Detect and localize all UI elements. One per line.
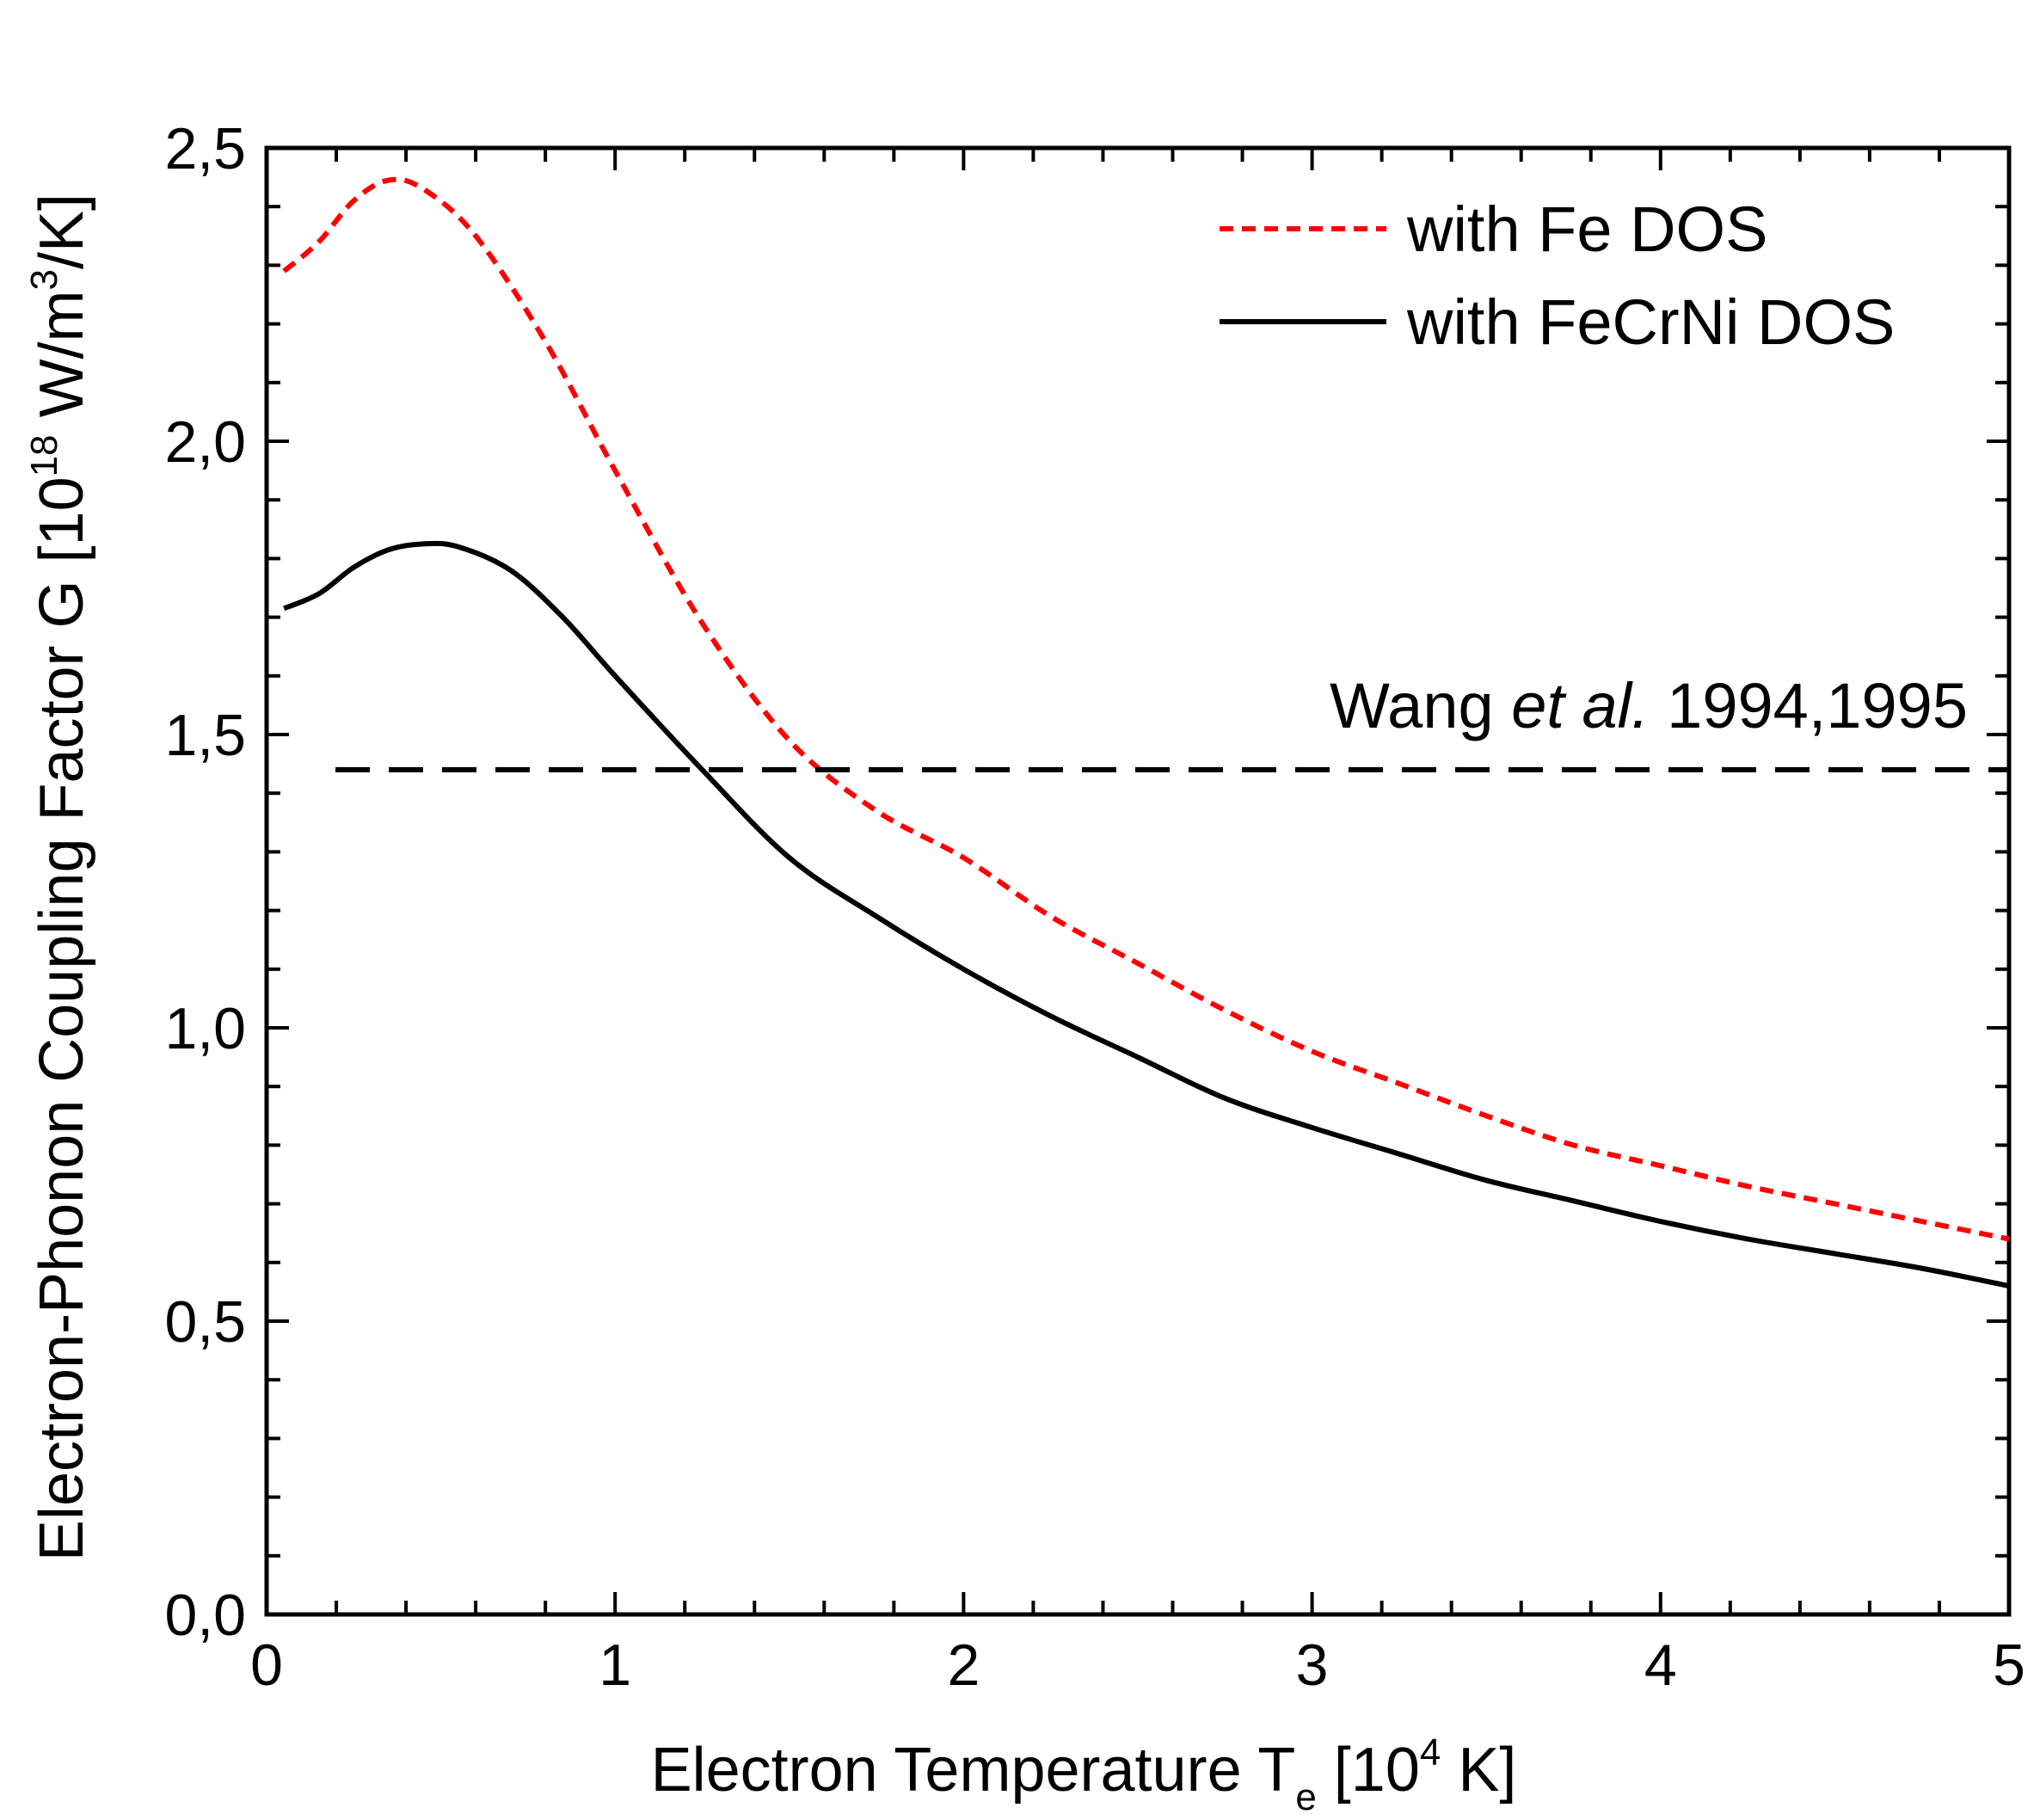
x-tick-label: 2 [947, 1632, 980, 1698]
x-tick-label: 1 [599, 1632, 631, 1698]
y-axis-title: Electron-Phonon Coupling Factor G [1018 … [23, 194, 96, 1561]
y-tick-label: 2,0 [164, 409, 246, 475]
y-tick-label: 2,5 [164, 116, 246, 181]
x-axis-title: Electron Temperature Te [104 K] [651, 1731, 1517, 1818]
legend: with Fe DOS with FeCrNi DOS [1220, 194, 1895, 358]
x-tick-label: 5 [1993, 1632, 2025, 1698]
y-tick-label: 1,0 [164, 996, 246, 1061]
reference-annotation: Wang et al. 1994,1995 [1330, 670, 1968, 741]
legend-label-fe-dos: with Fe DOS [1406, 194, 1767, 265]
tick-labels: 0 1 2 3 4 5 0,0 0,5 1,0 1,5 2,0 2,5 [164, 116, 2025, 1698]
series-line-1 [283, 540, 2010, 1289]
series-lines [282, 176, 2010, 1289]
y-tick-label: 0,0 [164, 1583, 246, 1648]
x-tick-label: 0 [250, 1632, 283, 1698]
x-tick-label: 3 [1296, 1632, 1329, 1698]
tick-marks [265, 146, 2011, 1616]
plot-frame [264, 145, 2012, 1617]
y-tick-label: 0,5 [164, 1289, 246, 1355]
x-tick-label: 4 [1644, 1632, 1677, 1698]
y-tick-label: 1,5 [164, 703, 246, 768]
legend-label-fecrni-dos: with FeCrNi DOS [1406, 286, 1895, 358]
series-line-0 [282, 176, 2010, 1242]
